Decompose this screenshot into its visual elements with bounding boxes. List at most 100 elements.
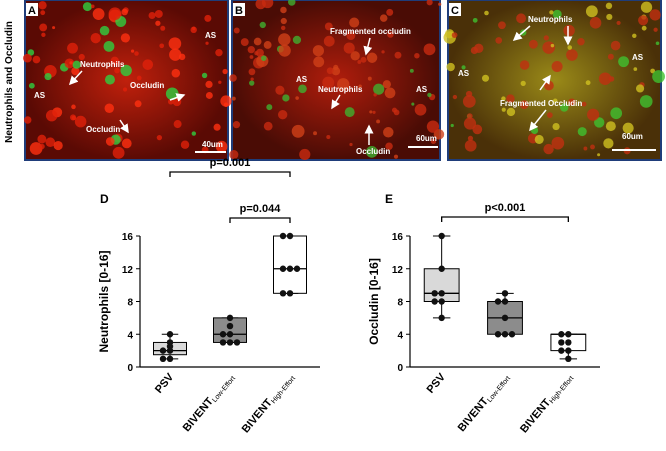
data-point xyxy=(286,290,294,297)
data-point xyxy=(431,298,438,305)
data-point xyxy=(233,339,241,346)
image-label: AS xyxy=(416,85,428,94)
image-label: Occludin xyxy=(86,125,120,134)
panel-letter: E xyxy=(385,192,393,206)
data-point xyxy=(219,339,227,346)
data-point xyxy=(286,232,294,240)
data-point xyxy=(558,347,565,354)
image-label: AS xyxy=(632,53,644,62)
data-point xyxy=(565,355,572,363)
data-point xyxy=(438,298,445,305)
image-label: AS xyxy=(205,31,217,40)
x-tick-label: BIVENTLow-Effort xyxy=(181,371,237,435)
significance-bracket xyxy=(441,216,569,222)
data-point xyxy=(501,290,509,297)
category-label: PSV xyxy=(425,371,449,396)
box xyxy=(273,235,307,294)
panel-box xyxy=(233,3,245,16)
category-subscript: Low-Effort xyxy=(486,375,512,404)
category-label: BIVENT xyxy=(456,395,491,434)
x-tick-label: PSV xyxy=(425,371,449,396)
image-label: Occludin xyxy=(130,81,164,90)
significance-bracket xyxy=(229,217,291,223)
y-tick-label: 4 xyxy=(397,330,403,341)
y-tick-label: 8 xyxy=(397,298,403,309)
data-point xyxy=(494,298,502,305)
image-label: Fragmented occludin xyxy=(330,27,411,36)
data-point xyxy=(494,331,502,338)
data-point xyxy=(438,232,445,240)
data-point xyxy=(501,298,509,305)
panel-box xyxy=(26,3,38,16)
p-value: p=0.044 xyxy=(240,203,282,215)
y-tick-label: 12 xyxy=(122,265,134,276)
y-tick-label: 16 xyxy=(122,232,134,243)
data-point xyxy=(438,265,445,272)
significance-bracket xyxy=(169,171,291,177)
image-label: AS xyxy=(34,91,46,100)
y-tick-label: 0 xyxy=(397,363,403,374)
category-label: BIVENT xyxy=(518,397,553,436)
y-tick-label: 4 xyxy=(127,330,133,341)
data-point xyxy=(166,355,174,363)
y-tick-label: 0 xyxy=(127,363,133,374)
data-point xyxy=(558,339,565,346)
y-tick-label: 12 xyxy=(392,265,404,276)
data-point xyxy=(438,290,445,297)
category-subscript: High-Effort xyxy=(270,375,297,405)
data-point xyxy=(565,331,572,338)
p-value: p=0.001 xyxy=(210,157,251,169)
micrographs: A AS AS Neutrophils Occludin Occludin 40… xyxy=(22,0,665,161)
data-point xyxy=(166,347,174,354)
y-axis-title: Neutrophils [0-16] xyxy=(97,250,111,352)
image-a xyxy=(24,0,229,161)
y-tick-label: 16 xyxy=(392,232,404,243)
data-point xyxy=(286,265,294,272)
image-label: Fragmented Occludin xyxy=(500,99,582,108)
p-value: p<0.001 xyxy=(485,202,526,214)
x-tick-label: BIVENTHigh-Effort xyxy=(518,371,575,436)
box xyxy=(213,317,247,343)
image-label: AS xyxy=(458,69,470,78)
scale-label: 60um xyxy=(416,134,437,143)
data-point xyxy=(226,331,234,338)
figure-label: Neutrophils and Occludin xyxy=(4,21,15,143)
data-point xyxy=(226,322,234,330)
category-subscript: High-Effort xyxy=(549,375,576,405)
data-point xyxy=(279,232,287,240)
y-axis-title: Occludin [0-16] xyxy=(367,258,381,345)
category-subscript: Low-Effort xyxy=(211,375,237,404)
x-tick-label: BIVENTLow-Effort xyxy=(456,371,512,435)
x-tick-label: PSV xyxy=(153,371,177,396)
image-label: AS xyxy=(296,75,308,84)
data-point xyxy=(293,265,301,272)
data-point xyxy=(159,347,167,354)
data-point xyxy=(565,347,572,354)
panel-letter: B xyxy=(235,5,243,17)
panel-letter: A xyxy=(28,5,36,17)
data-point xyxy=(166,331,174,338)
image-label: Neutrophils xyxy=(80,60,125,69)
category-label: BIVENT xyxy=(181,395,216,434)
x-tick-label: BIVENTHigh-Effort xyxy=(240,371,297,436)
image-label: Neutrophils xyxy=(318,85,363,94)
data-point xyxy=(558,331,565,338)
box xyxy=(423,268,460,302)
data-point xyxy=(279,265,287,272)
data-point xyxy=(226,314,234,322)
category-label: BIVENT xyxy=(240,397,275,436)
data-point xyxy=(565,339,572,346)
data-point xyxy=(438,314,445,322)
panel-letter: D xyxy=(100,192,109,206)
panel-letter: C xyxy=(451,5,459,17)
data-point xyxy=(501,314,509,322)
data-point xyxy=(159,355,167,363)
data-point xyxy=(219,331,227,338)
category-label: PSV xyxy=(153,371,177,396)
data-point xyxy=(508,331,516,338)
y-tick-label: 8 xyxy=(127,298,133,309)
image-label: Occludin xyxy=(356,147,390,156)
data-point xyxy=(279,290,287,297)
